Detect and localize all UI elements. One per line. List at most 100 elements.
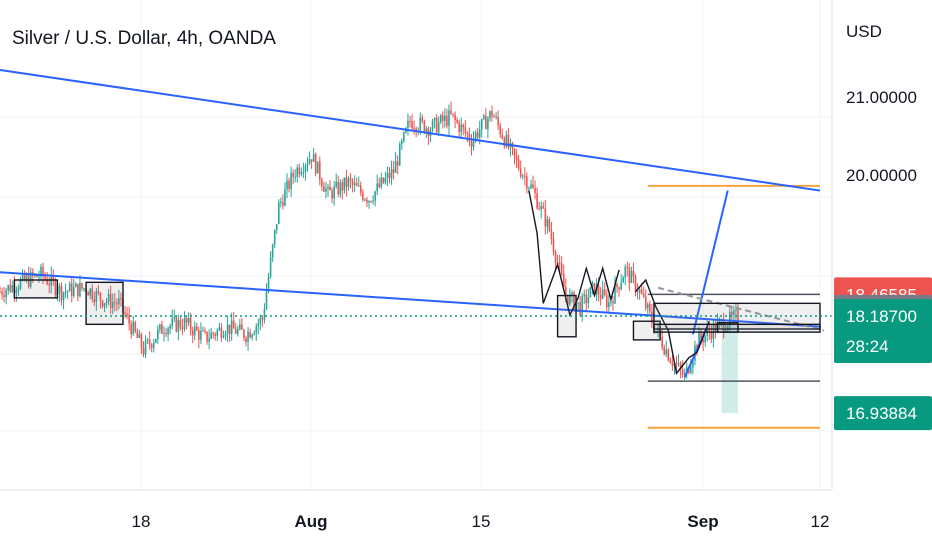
candle-body [647,304,649,309]
candle-body [23,273,26,280]
candle-body [483,115,485,120]
candle-body [446,115,448,126]
candle-body [661,336,663,348]
candle-body [729,311,731,326]
candle-body [5,290,7,298]
candle-body [644,296,647,309]
candle-body [290,172,292,189]
candle-body [579,302,581,315]
horizontal-levels [647,184,820,429]
candle-body [286,180,288,190]
pattern-box [85,281,124,326]
candle-body [349,178,352,181]
trend-drawings[interactable] [0,69,825,378]
candle-body [435,117,438,133]
candle-body [497,116,499,125]
candle-body [306,163,309,166]
candle-body [382,177,385,183]
candle-body [507,134,510,148]
currency-label: USD [846,22,882,41]
candle-body [608,302,610,308]
candle-body [485,115,487,130]
candle-body [442,115,444,122]
candle-body [140,334,143,349]
candle-body [241,324,243,330]
candle-body [571,292,573,295]
candle-body [544,208,547,227]
candle-body [1,291,3,296]
candle-body [316,161,319,174]
candle-body [105,301,108,304]
candle-body [731,311,733,315]
candle-body [421,117,424,121]
candle-body [48,284,50,286]
candle-body [683,373,686,375]
candle-body [669,360,672,364]
candle-body [191,330,194,336]
candle-body [284,189,286,206]
candle-body [425,128,428,133]
candlestick-series[interactable] [0,101,739,382]
candle-body [624,266,627,278]
candle-body [663,347,665,355]
candle-body [552,238,555,253]
candle-body [628,267,631,283]
candle-body [735,309,737,311]
candle-body [214,334,217,336]
candle-body [409,120,411,122]
candle-body [690,367,692,373]
candle-body [70,283,73,296]
candle-body [220,327,223,338]
candle-body [52,275,55,281]
candle-body [171,318,173,326]
candle-body [671,363,674,366]
candle-body [329,186,331,191]
candle-body [265,291,268,309]
candle-body [364,199,366,201]
candle-body [204,330,206,332]
candle-body [649,304,651,312]
candle-body [155,338,157,343]
candle-body [210,332,212,339]
candle-body [677,363,680,365]
candle-body [657,328,659,331]
candle-body [179,320,182,328]
candle-body [698,333,700,349]
candle-body [331,190,333,199]
candle-body [202,330,204,332]
candle-body [3,295,5,298]
candle-body [540,205,542,210]
candle-body [374,191,376,201]
candle-body [710,332,713,340]
candle-body [357,185,360,187]
candle-body [722,320,725,332]
time-tick-label: 18 [132,512,151,531]
candle-body [380,177,383,187]
candle-body [681,369,684,375]
candle-body [114,301,116,304]
candle-body [185,317,188,323]
candle-body [368,201,370,203]
candle-body [159,324,161,330]
candle-body [353,183,356,185]
candle-body [111,301,114,308]
candle-body [487,118,489,130]
candle-body [66,291,69,293]
price-tick-label: 21.00000 [846,88,917,107]
price-tag-label: 18.18700 [846,307,917,326]
candle-body [733,310,735,315]
candle-body [452,113,454,115]
candle-body [341,182,344,191]
candle-body [390,169,393,179]
candle-body [208,338,210,342]
candle-body [187,317,190,323]
candle-body [75,283,77,287]
candle-body [464,127,467,133]
candle-body [253,333,255,335]
candle-body [17,288,20,291]
candle-body [239,324,241,330]
candle-body [15,290,18,293]
candle-body [93,298,96,303]
